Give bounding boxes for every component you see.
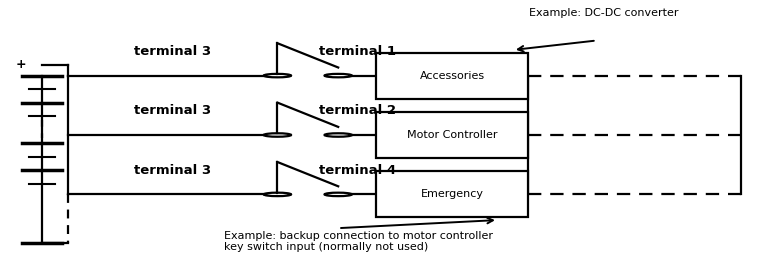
- Text: terminal 1: terminal 1: [318, 45, 396, 58]
- Text: terminal 2: terminal 2: [318, 104, 396, 117]
- Ellipse shape: [264, 74, 291, 77]
- Ellipse shape: [264, 133, 291, 137]
- Ellipse shape: [264, 193, 291, 196]
- Bar: [376, 53, 528, 99]
- Text: terminal 3: terminal 3: [135, 164, 211, 177]
- Bar: [376, 112, 528, 158]
- Ellipse shape: [325, 193, 352, 196]
- Text: Emergency: Emergency: [421, 189, 483, 200]
- Ellipse shape: [325, 133, 352, 137]
- Text: +: +: [15, 58, 26, 71]
- Text: Example: DC-DC converter: Example: DC-DC converter: [530, 8, 679, 18]
- Text: terminal 4: terminal 4: [318, 164, 396, 177]
- Ellipse shape: [325, 74, 352, 77]
- Text: Accessories: Accessories: [420, 70, 485, 81]
- Text: terminal 3: terminal 3: [135, 45, 211, 58]
- Text: Example: backup connection to motor controller
key switch input (normally not us: Example: backup connection to motor cont…: [224, 231, 493, 252]
- Text: Motor Controller: Motor Controller: [407, 130, 498, 140]
- Text: terminal 3: terminal 3: [135, 104, 211, 117]
- Bar: [376, 171, 528, 217]
